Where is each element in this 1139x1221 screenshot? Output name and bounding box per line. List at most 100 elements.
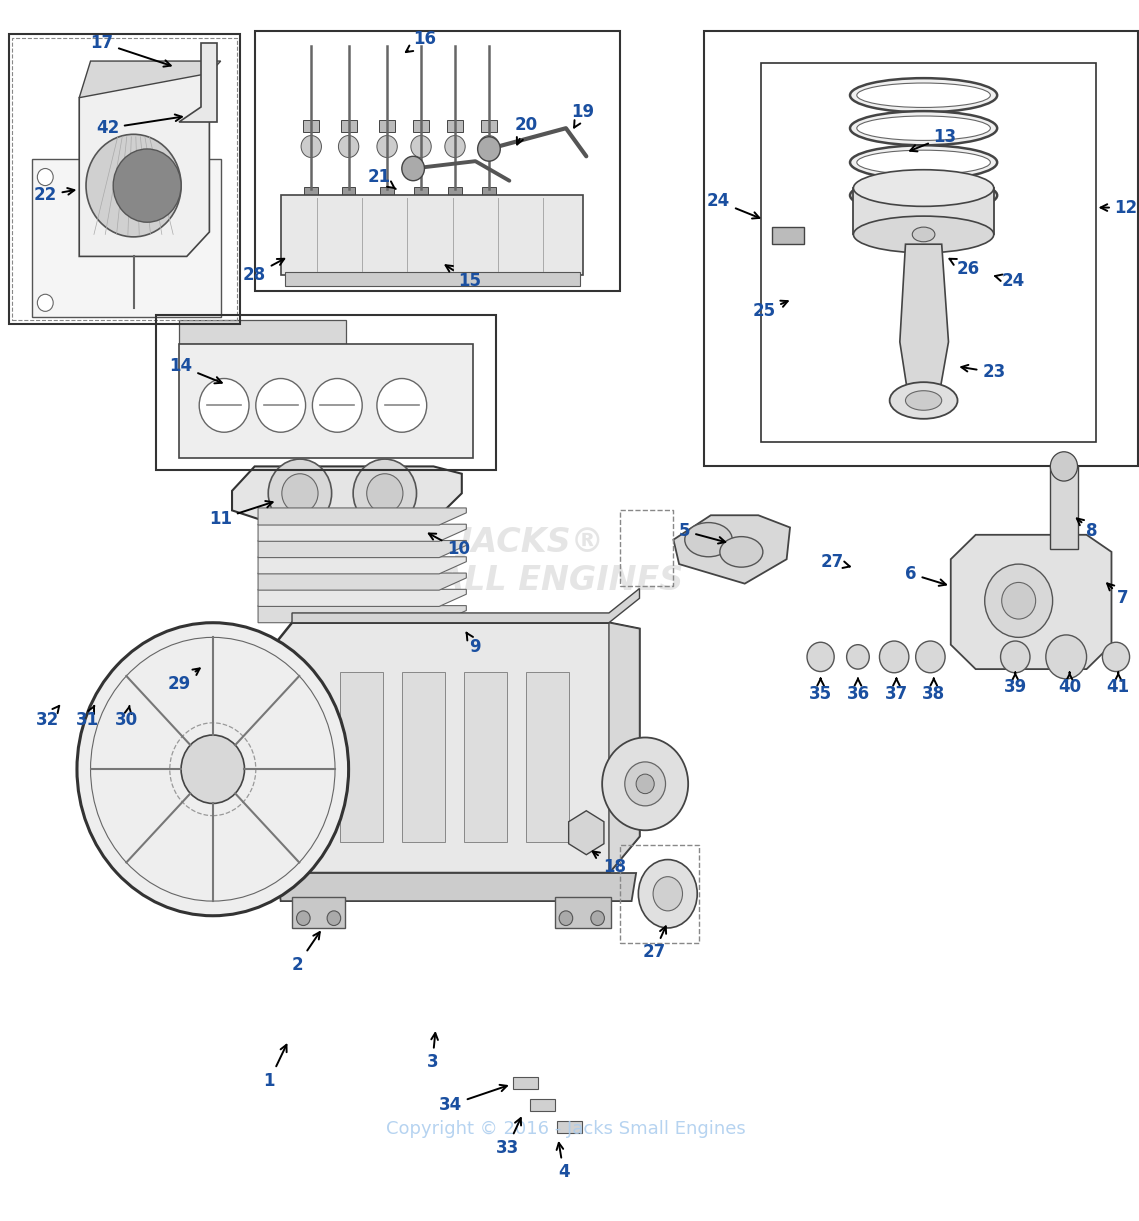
Text: 24: 24	[995, 272, 1025, 289]
Polygon shape	[951, 535, 1112, 669]
Text: 22: 22	[34, 187, 74, 204]
Bar	[9, 34, 240, 324]
Circle shape	[87, 134, 181, 237]
Bar	[339, 672, 383, 842]
Circle shape	[367, 474, 403, 513]
Circle shape	[38, 168, 54, 186]
Polygon shape	[259, 508, 466, 525]
Bar	[304, 187, 318, 198]
Polygon shape	[259, 573, 466, 590]
Text: 35: 35	[809, 679, 833, 702]
Bar	[449, 187, 461, 198]
Circle shape	[199, 379, 249, 432]
Bar	[379, 120, 395, 132]
Bar	[156, 315, 495, 470]
Text: 25: 25	[753, 300, 788, 320]
Bar	[761, 63, 1096, 442]
Text: 11: 11	[210, 501, 272, 527]
Text: 40: 40	[1058, 673, 1081, 696]
Polygon shape	[259, 590, 466, 607]
Text: 10: 10	[428, 534, 470, 558]
Text: 24: 24	[707, 193, 760, 219]
Ellipse shape	[850, 78, 997, 112]
Text: 3: 3	[426, 1033, 439, 1071]
Circle shape	[591, 911, 605, 926]
Text: Copyright © 2016 - Jacks Small Engines: Copyright © 2016 - Jacks Small Engines	[386, 1121, 746, 1138]
Polygon shape	[80, 61, 221, 98]
Circle shape	[603, 737, 688, 830]
Bar	[464, 672, 507, 842]
Circle shape	[808, 642, 834, 672]
Circle shape	[1046, 635, 1087, 679]
Text: 29: 29	[167, 668, 199, 692]
Text: 36: 36	[846, 679, 869, 702]
Circle shape	[353, 459, 417, 527]
Circle shape	[256, 379, 305, 432]
Text: 37: 37	[885, 679, 908, 702]
Text: 41: 41	[1107, 673, 1130, 696]
Circle shape	[338, 136, 359, 158]
Ellipse shape	[857, 183, 991, 208]
Ellipse shape	[850, 178, 997, 212]
Bar	[415, 187, 428, 198]
Circle shape	[478, 136, 499, 158]
Polygon shape	[179, 344, 473, 458]
Polygon shape	[259, 606, 466, 623]
Ellipse shape	[912, 227, 935, 242]
Circle shape	[77, 623, 349, 916]
Ellipse shape	[853, 216, 993, 253]
Text: 38: 38	[923, 679, 945, 702]
Text: 23: 23	[961, 364, 1006, 381]
Text: 15: 15	[445, 265, 481, 289]
Text: 7: 7	[1107, 584, 1129, 607]
Bar	[1050, 466, 1077, 549]
Circle shape	[301, 136, 321, 158]
Bar	[413, 120, 429, 132]
Ellipse shape	[857, 116, 991, 140]
Bar	[255, 31, 621, 291]
Text: 9: 9	[466, 632, 481, 656]
Circle shape	[327, 911, 341, 926]
Text: 27: 27	[642, 927, 666, 961]
Text: 2: 2	[292, 932, 320, 973]
Bar	[853, 188, 993, 234]
Ellipse shape	[906, 391, 942, 410]
Circle shape	[985, 564, 1052, 637]
Polygon shape	[179, 43, 218, 122]
Bar	[481, 120, 497, 132]
Ellipse shape	[850, 145, 997, 179]
Polygon shape	[555, 897, 612, 928]
Bar	[303, 120, 319, 132]
Ellipse shape	[638, 860, 697, 928]
Polygon shape	[277, 873, 636, 901]
Polygon shape	[232, 466, 461, 519]
Circle shape	[181, 735, 245, 803]
Ellipse shape	[890, 382, 958, 419]
Circle shape	[38, 294, 54, 311]
Bar	[341, 120, 357, 132]
Bar	[179, 320, 346, 344]
Text: 32: 32	[36, 706, 59, 729]
Circle shape	[879, 641, 909, 673]
Text: 20: 20	[515, 116, 538, 144]
Bar	[285, 272, 580, 286]
Text: 34: 34	[439, 1084, 507, 1114]
Text: 28: 28	[243, 259, 285, 283]
Polygon shape	[32, 159, 221, 317]
Circle shape	[312, 379, 362, 432]
Ellipse shape	[653, 877, 682, 911]
Text: 42: 42	[96, 115, 182, 137]
Circle shape	[377, 136, 398, 158]
Circle shape	[1001, 582, 1035, 619]
Circle shape	[90, 637, 335, 901]
Circle shape	[113, 149, 181, 222]
Circle shape	[377, 379, 427, 432]
Bar	[772, 227, 804, 244]
Circle shape	[1000, 641, 1030, 673]
Text: 39: 39	[1003, 673, 1027, 696]
Circle shape	[1050, 452, 1077, 481]
Text: 5: 5	[679, 523, 726, 543]
Text: 4: 4	[557, 1143, 570, 1181]
Ellipse shape	[857, 150, 991, 175]
Bar	[513, 1077, 538, 1089]
